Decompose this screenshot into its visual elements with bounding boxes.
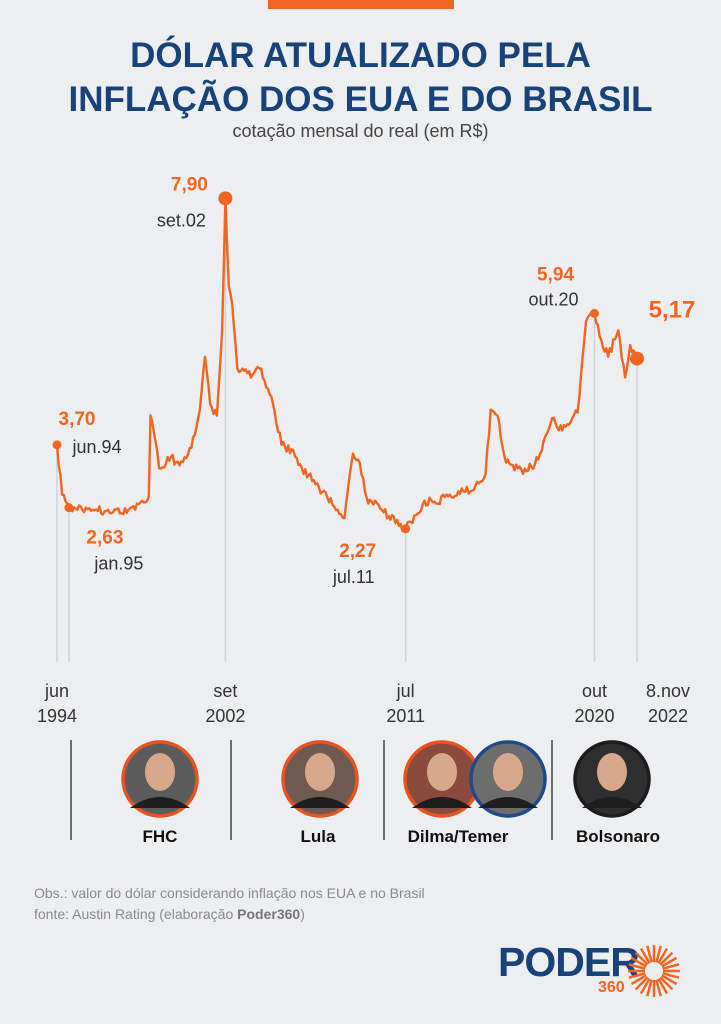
logo-ray — [634, 951, 649, 966]
portrait-suit-2-1 — [478, 797, 538, 808]
logo-ray — [639, 947, 651, 964]
chart-title-line1: DÓLAR ATUALIZADO PELA — [130, 36, 591, 75]
axis-label-bottom-4: 2020 — [574, 706, 614, 726]
axis-label-top-4: out — [582, 681, 607, 701]
logo-ray — [634, 976, 649, 991]
axis-label-bottom-0: 1994 — [37, 706, 77, 726]
logo-ray — [646, 945, 653, 963]
portrait-face-3-0 — [597, 753, 627, 791]
top-accent-bar — [268, 0, 454, 9]
value-label-4: 5,94 — [537, 264, 574, 285]
period-name-2: Dilma/Temer — [408, 827, 509, 846]
line-chart: 3,70 jun.94 jun 1994 2,63 jan.95 7,90 set.02 set… — [37, 174, 696, 846]
chart-title-line2: INFLAÇÃO DOS EUA E DO BRASIL — [68, 80, 653, 119]
logo-ray — [646, 979, 653, 997]
date-label-1: jan.95 — [93, 554, 143, 574]
date-label-3: jul.11 — [332, 567, 375, 587]
highlight-point-3 — [401, 524, 411, 534]
logo-ray — [630, 956, 647, 968]
axis-label-top-5: 8.nov — [646, 681, 690, 701]
highlight-point-0 — [52, 440, 62, 450]
date-label-2: set.02 — [157, 210, 206, 230]
logo-text: PODER — [498, 939, 640, 985]
highlight-point-1 — [64, 503, 74, 513]
period-name-0: FHC — [143, 827, 178, 846]
source-text: fonte: Austin Rating (elaboração Poder36… — [34, 906, 305, 922]
portrait-suit-1-0 — [290, 797, 350, 808]
sun-rays-icon — [628, 945, 680, 997]
portrait-face-0-0 — [145, 753, 175, 791]
axis-label-bottom-2: 2002 — [205, 706, 245, 726]
logo-ray — [662, 963, 680, 970]
footnote: Obs.: valor do dólar considerando inflaç… — [34, 883, 425, 925]
highlight-point-5 — [630, 351, 644, 366]
date-label-4: out.20 — [528, 289, 578, 309]
axis-label-top-3: jul — [396, 681, 415, 701]
portrait-suit-0-0 — [130, 797, 190, 808]
logo-ray — [655, 979, 662, 997]
axis-label-bottom-5: 2022 — [648, 706, 688, 726]
logo-ray — [661, 974, 678, 986]
logo-subtext: 360 — [598, 979, 625, 996]
value-label-3: 2,27 — [339, 541, 376, 562]
portrait-suit-3-0 — [582, 797, 642, 808]
logo-ray — [628, 963, 646, 970]
highlight-point-4 — [589, 308, 599, 318]
logo-ray — [655, 945, 662, 963]
date-label-0: jun.94 — [71, 437, 121, 457]
source-brand: Poder360 — [237, 906, 301, 922]
value-label-5: 5,17 — [649, 297, 696, 324]
logo-ray — [628, 972, 646, 979]
logo-ray — [630, 974, 647, 986]
value-label-1: 2,63 — [86, 528, 123, 549]
axis-label-top-0: jun — [44, 681, 69, 701]
value-label-2: 7,90 — [171, 174, 208, 195]
portrait-face-2-1 — [493, 753, 523, 791]
logo-ray — [659, 951, 674, 966]
portrait-suit-2-0 — [412, 797, 472, 808]
axis-label-top-2: set — [213, 681, 237, 701]
period-name-3: Bolsonaro — [576, 827, 660, 846]
obs-text: Obs.: valor do dólar considerando inflaç… — [34, 885, 425, 901]
logo-ray — [657, 947, 669, 964]
value-label-0: 3,70 — [59, 409, 96, 430]
series-line — [55, 197, 639, 532]
logo-ray — [661, 956, 678, 968]
portrait-face-1-0 — [305, 753, 335, 791]
logo-ray — [662, 972, 680, 979]
chart-subtitle: cotação mensal do real (em R$) — [232, 121, 489, 141]
poder360-logo: PODER 360 — [498, 939, 680, 997]
logo-ray — [657, 978, 669, 995]
axis-label-bottom-3: 2011 — [386, 706, 425, 726]
portrait-face-2-0 — [427, 753, 457, 791]
period-name-1: Lula — [301, 827, 336, 846]
highlight-point-2 — [218, 191, 233, 206]
logo-ray — [659, 976, 674, 991]
logo-ray — [639, 978, 651, 995]
